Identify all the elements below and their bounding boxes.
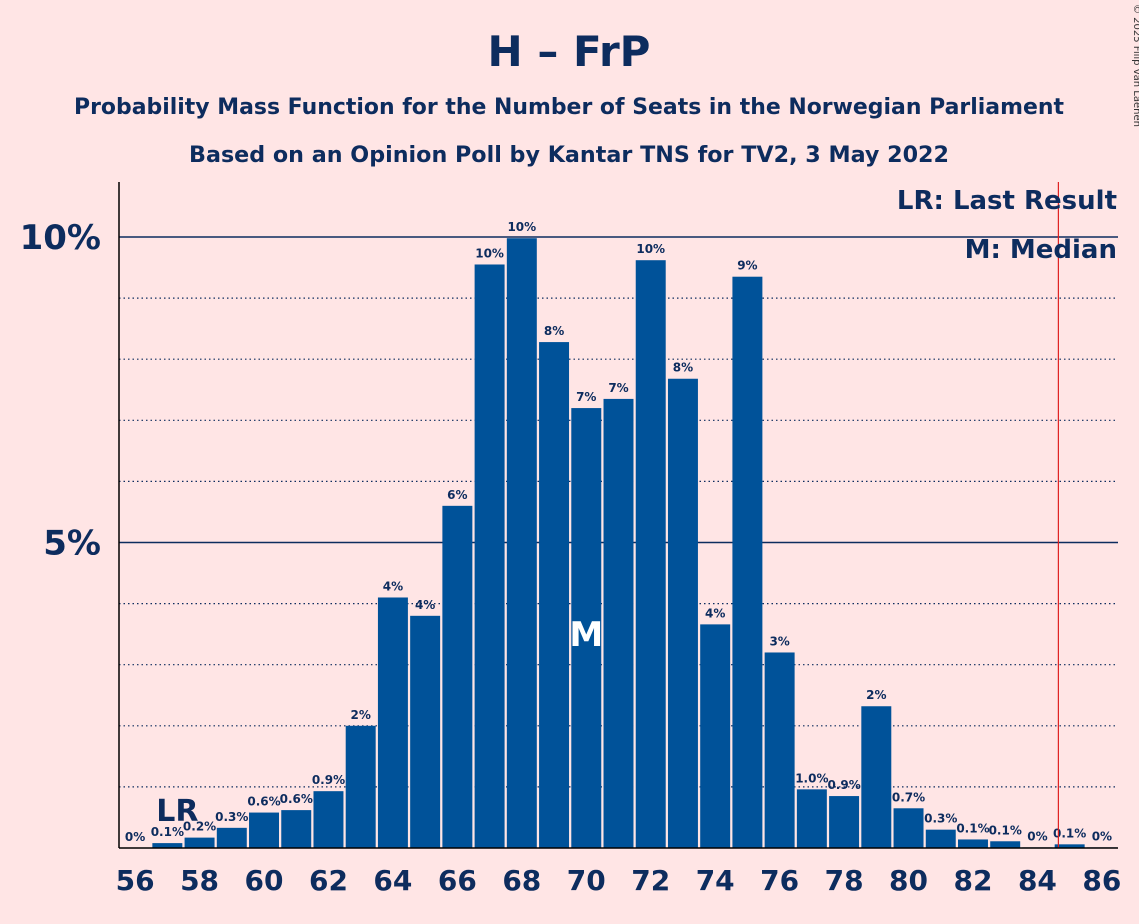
x-tick-74: 74 — [696, 864, 735, 897]
legend-median: M: Median — [965, 235, 1117, 265]
x-tick-76: 76 — [760, 864, 799, 897]
bar-seat-81 — [925, 829, 956, 848]
bar-label-seat-57: 0.1% — [151, 825, 184, 839]
bar-label-seat-76: 3% — [769, 634, 789, 648]
bar-label-seat-63: 2% — [351, 708, 371, 722]
bar-seat-79 — [861, 706, 892, 848]
bar-label-seat-77: 1.0% — [795, 771, 828, 785]
bar-label-seat-84: 0% — [1027, 829, 1047, 843]
bar-seat-57 — [152, 843, 183, 848]
x-tick-82: 82 — [953, 864, 992, 897]
bar-seat-65 — [410, 615, 441, 848]
bar-seat-58 — [184, 837, 215, 848]
bar-seat-75 — [732, 276, 763, 848]
x-axis-tick-labels: 56 58 60 62 64 66 68 70 72 74 76 78 80 82 84 86 — [116, 864, 1122, 897]
bar-label-seat-85: 0.1% — [1053, 826, 1086, 840]
y-tick-10: 10% — [20, 218, 101, 258]
chart-subtitle-line-1: Probability Mass Function for the Number… — [74, 95, 1064, 120]
bar-label-seat-71: 7% — [608, 381, 628, 395]
bar-label-seat-62: 0.9% — [312, 773, 345, 787]
bar-seat-78 — [829, 796, 860, 848]
bar-seat-82 — [957, 839, 988, 848]
bar-seat-71 — [603, 398, 634, 848]
bar-seat-62 — [313, 791, 344, 848]
median-marker: M — [569, 615, 603, 655]
bar-label-seat-64: 4% — [383, 579, 403, 593]
copyright-notice: © 2025 Filip van Laenen — [1131, 4, 1139, 127]
bar-seat-59 — [216, 827, 247, 848]
bar-seat-70 — [571, 408, 602, 848]
bar-label-seat-56: 0% — [125, 830, 145, 844]
bar-label-seat-75: 9% — [737, 259, 757, 273]
bar-label-seat-68: 10% — [507, 220, 536, 234]
bar-label-seat-59: 0.3% — [215, 810, 248, 824]
bar-label-seat-61: 0.6% — [280, 792, 313, 806]
x-tick-56: 56 — [116, 864, 155, 897]
x-tick-68: 68 — [502, 864, 541, 897]
y-tick-5: 5% — [43, 523, 101, 563]
legend-last-result: LR: Last Result — [897, 186, 1117, 216]
bar-label-seat-81: 0.3% — [924, 812, 957, 826]
bar-label-seat-82: 0.1% — [956, 821, 989, 835]
x-tick-86: 86 — [1082, 864, 1121, 897]
bar-seat-76 — [764, 652, 795, 848]
bar-label-seat-74: 4% — [705, 606, 725, 620]
x-tick-60: 60 — [245, 864, 284, 897]
x-tick-66: 66 — [438, 864, 477, 897]
x-tick-70: 70 — [567, 864, 606, 897]
bar-seat-66 — [442, 505, 473, 848]
bar-label-seat-58: 0.2% — [183, 820, 216, 834]
x-tick-80: 80 — [889, 864, 928, 897]
chart-title: H – FrP — [488, 27, 651, 76]
bar-seat-69 — [539, 342, 570, 848]
x-tick-64: 64 — [373, 864, 412, 897]
bar-label-seat-78: 0.9% — [827, 778, 860, 792]
x-tick-78: 78 — [825, 864, 864, 897]
bar-labels: 0% 0.1%0.2%0.3%0.6%0.6%0.9%2%4%4%6%10%10%… — [125, 220, 1112, 844]
last-result-marker: LR — [156, 794, 198, 829]
bar-seat-83 — [990, 841, 1021, 848]
bar-seat-60 — [249, 812, 280, 848]
bar-series — [152, 238, 1117, 849]
bar-label-seat-80: 0.7% — [892, 790, 925, 804]
bar-label-seat-65: 4% — [415, 598, 435, 612]
bar-label-seat-69: 8% — [544, 324, 564, 338]
bar-seat-85 — [1054, 844, 1085, 848]
x-tick-58: 58 — [180, 864, 219, 897]
bar-label-seat-86: 0% — [1092, 829, 1112, 843]
y-axis-tick-labels: 5% 10% — [20, 218, 101, 564]
bar-label-seat-83: 0.1% — [989, 823, 1022, 837]
bar-label-seat-70: 7% — [576, 390, 596, 404]
chart-subtitle-line-2: Based on an Opinion Poll by Kantar TNS f… — [189, 143, 949, 168]
bar-seat-61 — [281, 810, 312, 848]
x-tick-62: 62 — [309, 864, 348, 897]
bar-label-seat-72: 10% — [636, 242, 665, 256]
bar-seat-80 — [893, 808, 924, 848]
bar-seat-72 — [635, 260, 666, 848]
bar-label-seat-66: 6% — [447, 488, 467, 502]
bar-seat-63 — [345, 725, 376, 848]
bar-label-seat-67: 10% — [475, 246, 504, 260]
bar-seat-64 — [377, 597, 408, 848]
bar-seat-73 — [667, 378, 698, 848]
bar-seat-74 — [700, 624, 731, 848]
x-tick-72: 72 — [631, 864, 670, 897]
x-tick-84: 84 — [1018, 864, 1057, 897]
bar-seat-77 — [796, 789, 827, 848]
bar-label-seat-73: 8% — [673, 361, 693, 375]
bar-label-seat-60: 0.6% — [247, 795, 280, 809]
bar-seat-68 — [506, 238, 537, 849]
bar-label-seat-79: 2% — [866, 688, 886, 702]
bar-seat-67 — [474, 264, 505, 849]
